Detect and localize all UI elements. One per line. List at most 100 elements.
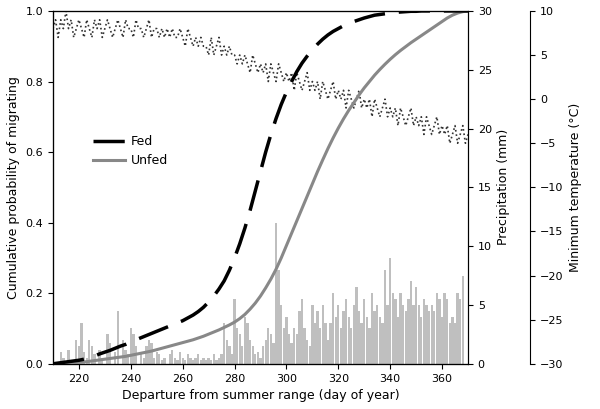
Bar <box>205 360 207 364</box>
Bar <box>389 258 391 364</box>
Bar <box>381 323 383 364</box>
Bar <box>441 317 443 364</box>
Bar <box>254 354 256 364</box>
Bar <box>98 350 101 364</box>
Bar <box>179 352 181 364</box>
Bar <box>304 328 306 364</box>
Bar <box>329 323 332 364</box>
Bar <box>314 323 316 364</box>
Bar <box>135 346 137 364</box>
Bar <box>189 358 191 364</box>
Bar <box>269 335 272 364</box>
Bar <box>155 352 158 364</box>
Bar <box>350 328 352 364</box>
Bar <box>316 311 319 364</box>
Bar <box>80 323 83 364</box>
Bar <box>371 293 373 364</box>
Fed <box>293 69 301 74</box>
Y-axis label: Precipitation (mm): Precipitation (mm) <box>497 129 511 245</box>
Bar <box>244 317 246 364</box>
Bar <box>306 340 308 364</box>
Bar <box>257 352 259 364</box>
Bar <box>290 343 293 364</box>
Bar <box>451 317 454 364</box>
Bar <box>394 299 397 364</box>
Bar <box>454 323 456 364</box>
Bar <box>226 340 228 364</box>
Bar <box>70 360 72 364</box>
Bar <box>143 358 145 364</box>
Bar <box>187 354 189 364</box>
Bar <box>361 323 363 364</box>
Bar <box>461 276 464 364</box>
Bar <box>353 305 355 364</box>
Bar <box>233 299 236 364</box>
Bar <box>443 293 446 364</box>
Bar <box>296 335 298 364</box>
Fed <box>464 9 472 13</box>
Bar <box>285 317 287 364</box>
Bar <box>75 340 77 364</box>
Bar <box>218 358 220 364</box>
Fed <box>226 268 233 273</box>
Bar <box>169 354 171 364</box>
Bar <box>109 343 111 364</box>
Bar <box>345 299 347 364</box>
Unfed <box>169 343 176 348</box>
Bar <box>208 358 210 364</box>
Fed <box>158 327 166 332</box>
Bar <box>182 358 184 364</box>
Bar <box>293 328 295 364</box>
Bar <box>283 328 285 364</box>
Bar <box>210 360 212 364</box>
Bar <box>332 293 334 364</box>
Bar <box>163 358 166 364</box>
Bar <box>194 358 197 364</box>
Bar <box>140 352 142 364</box>
Bar <box>436 293 438 364</box>
Bar <box>239 335 241 364</box>
Bar <box>262 346 264 364</box>
Bar <box>83 352 85 364</box>
Bar <box>200 360 202 364</box>
Y-axis label: Cumulative probability of migrating: Cumulative probability of migrating <box>7 76 20 299</box>
Bar <box>423 299 425 364</box>
Bar <box>322 305 324 364</box>
Bar <box>384 270 386 364</box>
Bar <box>153 358 155 364</box>
Bar <box>365 317 368 364</box>
Bar <box>145 346 148 364</box>
Unfed <box>158 346 166 351</box>
Bar <box>236 328 238 364</box>
Bar <box>124 350 127 364</box>
Bar <box>431 305 433 364</box>
Bar <box>373 311 376 364</box>
Bar <box>407 299 410 364</box>
Bar <box>343 311 344 364</box>
Bar <box>368 328 371 364</box>
Bar <box>277 270 280 364</box>
Bar <box>116 311 119 364</box>
Bar <box>267 328 269 364</box>
Unfed <box>226 323 233 328</box>
Bar <box>114 352 116 364</box>
Bar <box>425 305 428 364</box>
Bar <box>298 311 301 364</box>
Bar <box>241 346 244 364</box>
Unfed <box>49 361 56 366</box>
Bar <box>410 281 412 364</box>
Bar <box>392 293 394 364</box>
Bar <box>106 335 109 364</box>
Bar <box>223 323 226 364</box>
Bar <box>340 328 342 364</box>
Bar <box>122 340 124 364</box>
Bar <box>59 352 62 364</box>
Y-axis label: Minimum temperature (°C): Minimum temperature (°C) <box>569 103 582 272</box>
Bar <box>428 311 430 364</box>
Bar <box>324 323 326 364</box>
Bar <box>215 360 218 364</box>
Bar <box>358 311 360 364</box>
Bar <box>259 358 262 364</box>
Bar <box>148 340 150 364</box>
Fed <box>355 17 362 22</box>
